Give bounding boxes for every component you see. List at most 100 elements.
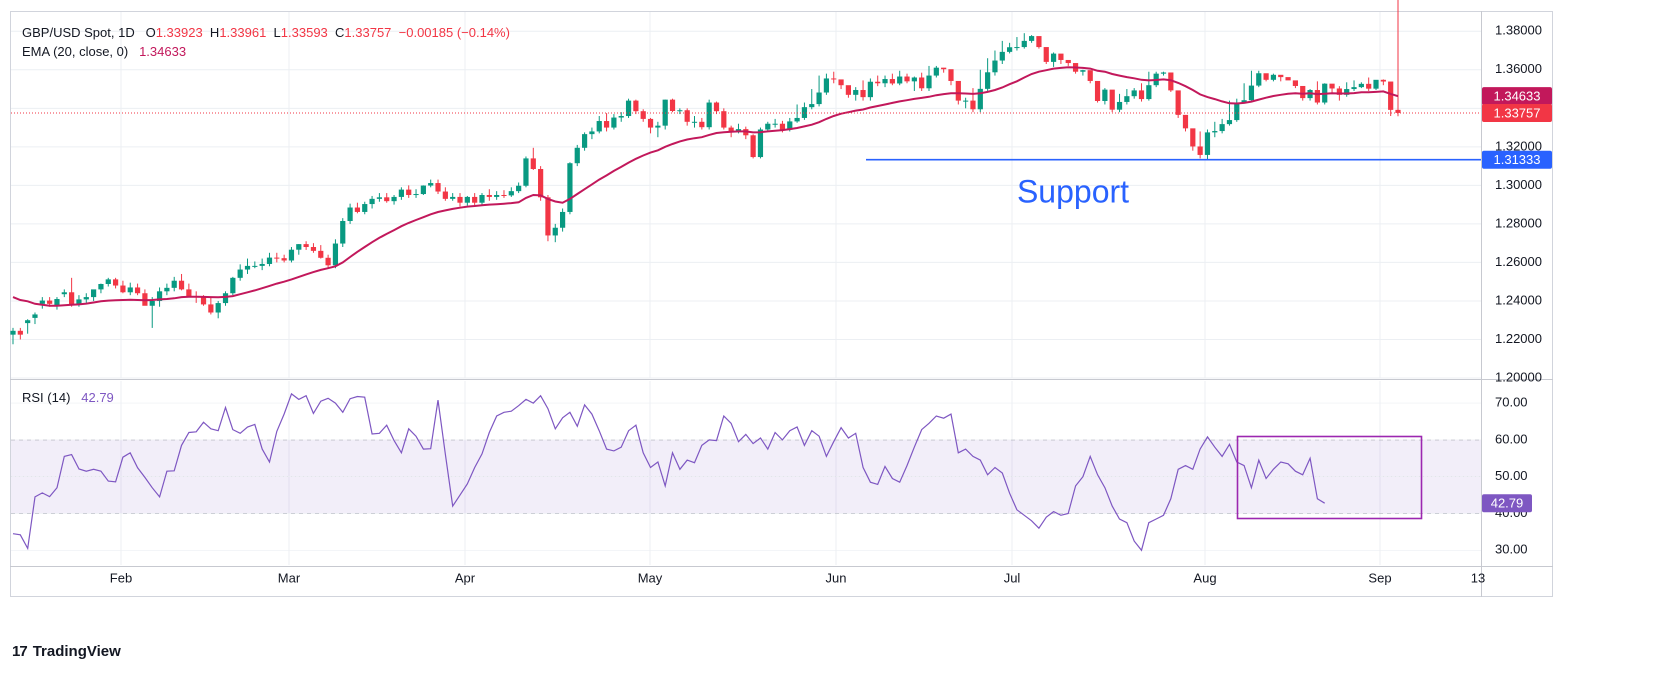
candle-body[interactable] bbox=[501, 195, 507, 196]
candle[interactable] bbox=[530, 147, 536, 170]
candle[interactable] bbox=[486, 189, 492, 201]
candle[interactable] bbox=[963, 97, 969, 109]
candle[interactable] bbox=[911, 76, 917, 91]
candle[interactable] bbox=[1351, 80, 1357, 91]
candle-body[interactable] bbox=[457, 196, 463, 203]
candle[interactable] bbox=[713, 101, 720, 115]
candle-body[interactable] bbox=[464, 196, 470, 203]
candle[interactable] bbox=[1146, 71, 1152, 101]
candle-body[interactable] bbox=[1116, 101, 1123, 110]
candle[interactable] bbox=[318, 245, 324, 259]
candle-body[interactable] bbox=[376, 197, 383, 199]
candle-body[interactable] bbox=[1366, 83, 1372, 89]
candle-body[interactable] bbox=[76, 299, 82, 305]
candle[interactable] bbox=[1329, 83, 1335, 93]
candle-body[interactable] bbox=[538, 168, 544, 198]
candle[interactable] bbox=[765, 121, 771, 132]
candle[interactable] bbox=[985, 58, 991, 91]
candle[interactable] bbox=[1007, 42, 1013, 54]
support-label[interactable]: Support bbox=[1017, 173, 1129, 209]
candle[interactable] bbox=[98, 283, 104, 294]
candle-body[interactable] bbox=[530, 158, 536, 169]
candle[interactable] bbox=[406, 185, 412, 198]
candle[interactable] bbox=[809, 89, 815, 110]
candle-body[interactable] bbox=[933, 67, 939, 76]
candle-body[interactable] bbox=[1014, 47, 1020, 49]
candle[interactable] bbox=[560, 208, 566, 232]
candle-body[interactable] bbox=[875, 81, 881, 84]
candle[interactable] bbox=[413, 189, 419, 198]
rsi-highlight-box[interactable] bbox=[1236, 435, 1423, 520]
candle[interactable] bbox=[156, 287, 163, 307]
candle[interactable] bbox=[457, 193, 463, 207]
time-tick-label[interactable]: Apr bbox=[455, 570, 476, 585]
candle[interactable] bbox=[1182, 114, 1189, 132]
candle[interactable] bbox=[933, 65, 939, 78]
candle[interactable] bbox=[1124, 89, 1130, 105]
candle[interactable] bbox=[237, 264, 243, 281]
candle[interactable] bbox=[1160, 71, 1167, 76]
candle-body[interactable] bbox=[941, 67, 947, 70]
candle[interactable] bbox=[266, 252, 273, 267]
candle-body[interactable] bbox=[340, 221, 346, 244]
candle-body[interactable] bbox=[1043, 47, 1049, 62]
candle[interactable] bbox=[1036, 36, 1042, 49]
candle-body[interactable] bbox=[1314, 90, 1320, 103]
candle-body[interactable] bbox=[853, 90, 859, 95]
candle[interactable] bbox=[831, 71, 837, 84]
candle[interactable] bbox=[992, 50, 998, 76]
candle-body[interactable] bbox=[325, 257, 331, 266]
candle[interactable] bbox=[54, 297, 60, 310]
candle-body[interactable] bbox=[332, 243, 339, 266]
candle-body[interactable] bbox=[186, 289, 192, 297]
candle-body[interactable] bbox=[1160, 72, 1167, 74]
candle-body[interactable] bbox=[1094, 80, 1101, 101]
candle-body[interactable] bbox=[750, 135, 756, 158]
candle[interactable] bbox=[208, 297, 214, 315]
candle-body[interactable] bbox=[1050, 53, 1057, 62]
candle[interactable] bbox=[1373, 79, 1379, 91]
candle-body[interactable] bbox=[926, 75, 932, 89]
candle[interactable] bbox=[17, 327, 23, 340]
price-tick-label[interactable]: 1.38000 bbox=[1495, 23, 1542, 38]
candle[interactable] bbox=[501, 190, 507, 198]
candle[interactable] bbox=[919, 72, 925, 91]
candle-body[interactable] bbox=[860, 90, 866, 98]
candle-body[interactable] bbox=[625, 100, 632, 117]
symbol-label[interactable]: GBP/USD Spot, 1D bbox=[22, 25, 135, 40]
candle[interactable] bbox=[794, 104, 800, 123]
candle-body[interactable] bbox=[970, 100, 976, 110]
candle-body[interactable] bbox=[1358, 83, 1364, 88]
candle-body[interactable] bbox=[208, 304, 214, 313]
candle[interactable] bbox=[303, 241, 309, 250]
candle-body[interactable] bbox=[494, 195, 500, 197]
candle[interactable] bbox=[669, 98, 676, 113]
candle-body[interactable] bbox=[450, 196, 456, 199]
candle-body[interactable] bbox=[809, 104, 815, 108]
candle[interactable] bbox=[897, 70, 903, 86]
candle-body[interactable] bbox=[977, 88, 983, 110]
candle-body[interactable] bbox=[684, 110, 690, 122]
candle[interactable] bbox=[428, 179, 434, 188]
candle[interactable] bbox=[882, 75, 888, 88]
candle[interactable] bbox=[677, 108, 683, 115]
ema-label[interactable]: EMA (20, close, 0) bbox=[22, 44, 129, 59]
candle[interactable] bbox=[32, 312, 38, 325]
candle-body[interactable] bbox=[1124, 96, 1130, 102]
candle-body[interactable] bbox=[1219, 124, 1225, 132]
candle-body[interactable] bbox=[823, 78, 830, 93]
candle-body[interactable] bbox=[963, 100, 969, 102]
candle[interactable] bbox=[948, 69, 954, 86]
candle[interactable] bbox=[743, 126, 749, 140]
candle-body[interactable] bbox=[911, 77, 917, 82]
candle-body[interactable] bbox=[545, 197, 551, 236]
candle-body[interactable] bbox=[677, 110, 683, 112]
candle[interactable] bbox=[567, 162, 573, 215]
candle[interactable] bbox=[691, 116, 698, 128]
candle-body[interactable] bbox=[560, 211, 566, 228]
candle-body[interactable] bbox=[1036, 36, 1042, 48]
candle-body[interactable] bbox=[523, 158, 529, 186]
candle-body[interactable] bbox=[318, 250, 324, 258]
time-tick-label[interactable]: Feb bbox=[110, 570, 132, 585]
